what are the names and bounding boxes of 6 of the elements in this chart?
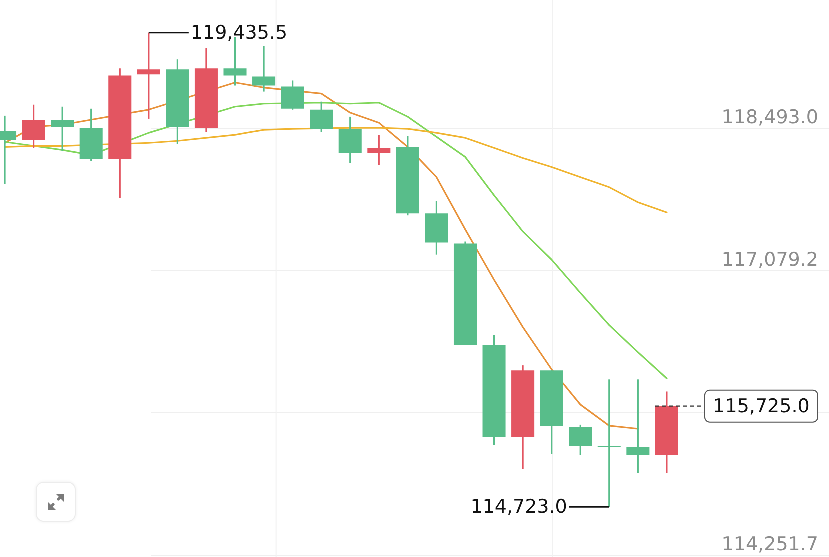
annotation: 114,723.0 <box>470 496 568 518</box>
y-tick-label: 114,251.7 <box>722 534 818 556</box>
annotation: 119,435.5 <box>190 22 288 44</box>
y-tick-label: 118,493.0 <box>722 106 818 129</box>
y-tick-label: 117,079.2 <box>722 249 818 272</box>
ref-line-label: 115,725.0 <box>713 395 810 418</box>
